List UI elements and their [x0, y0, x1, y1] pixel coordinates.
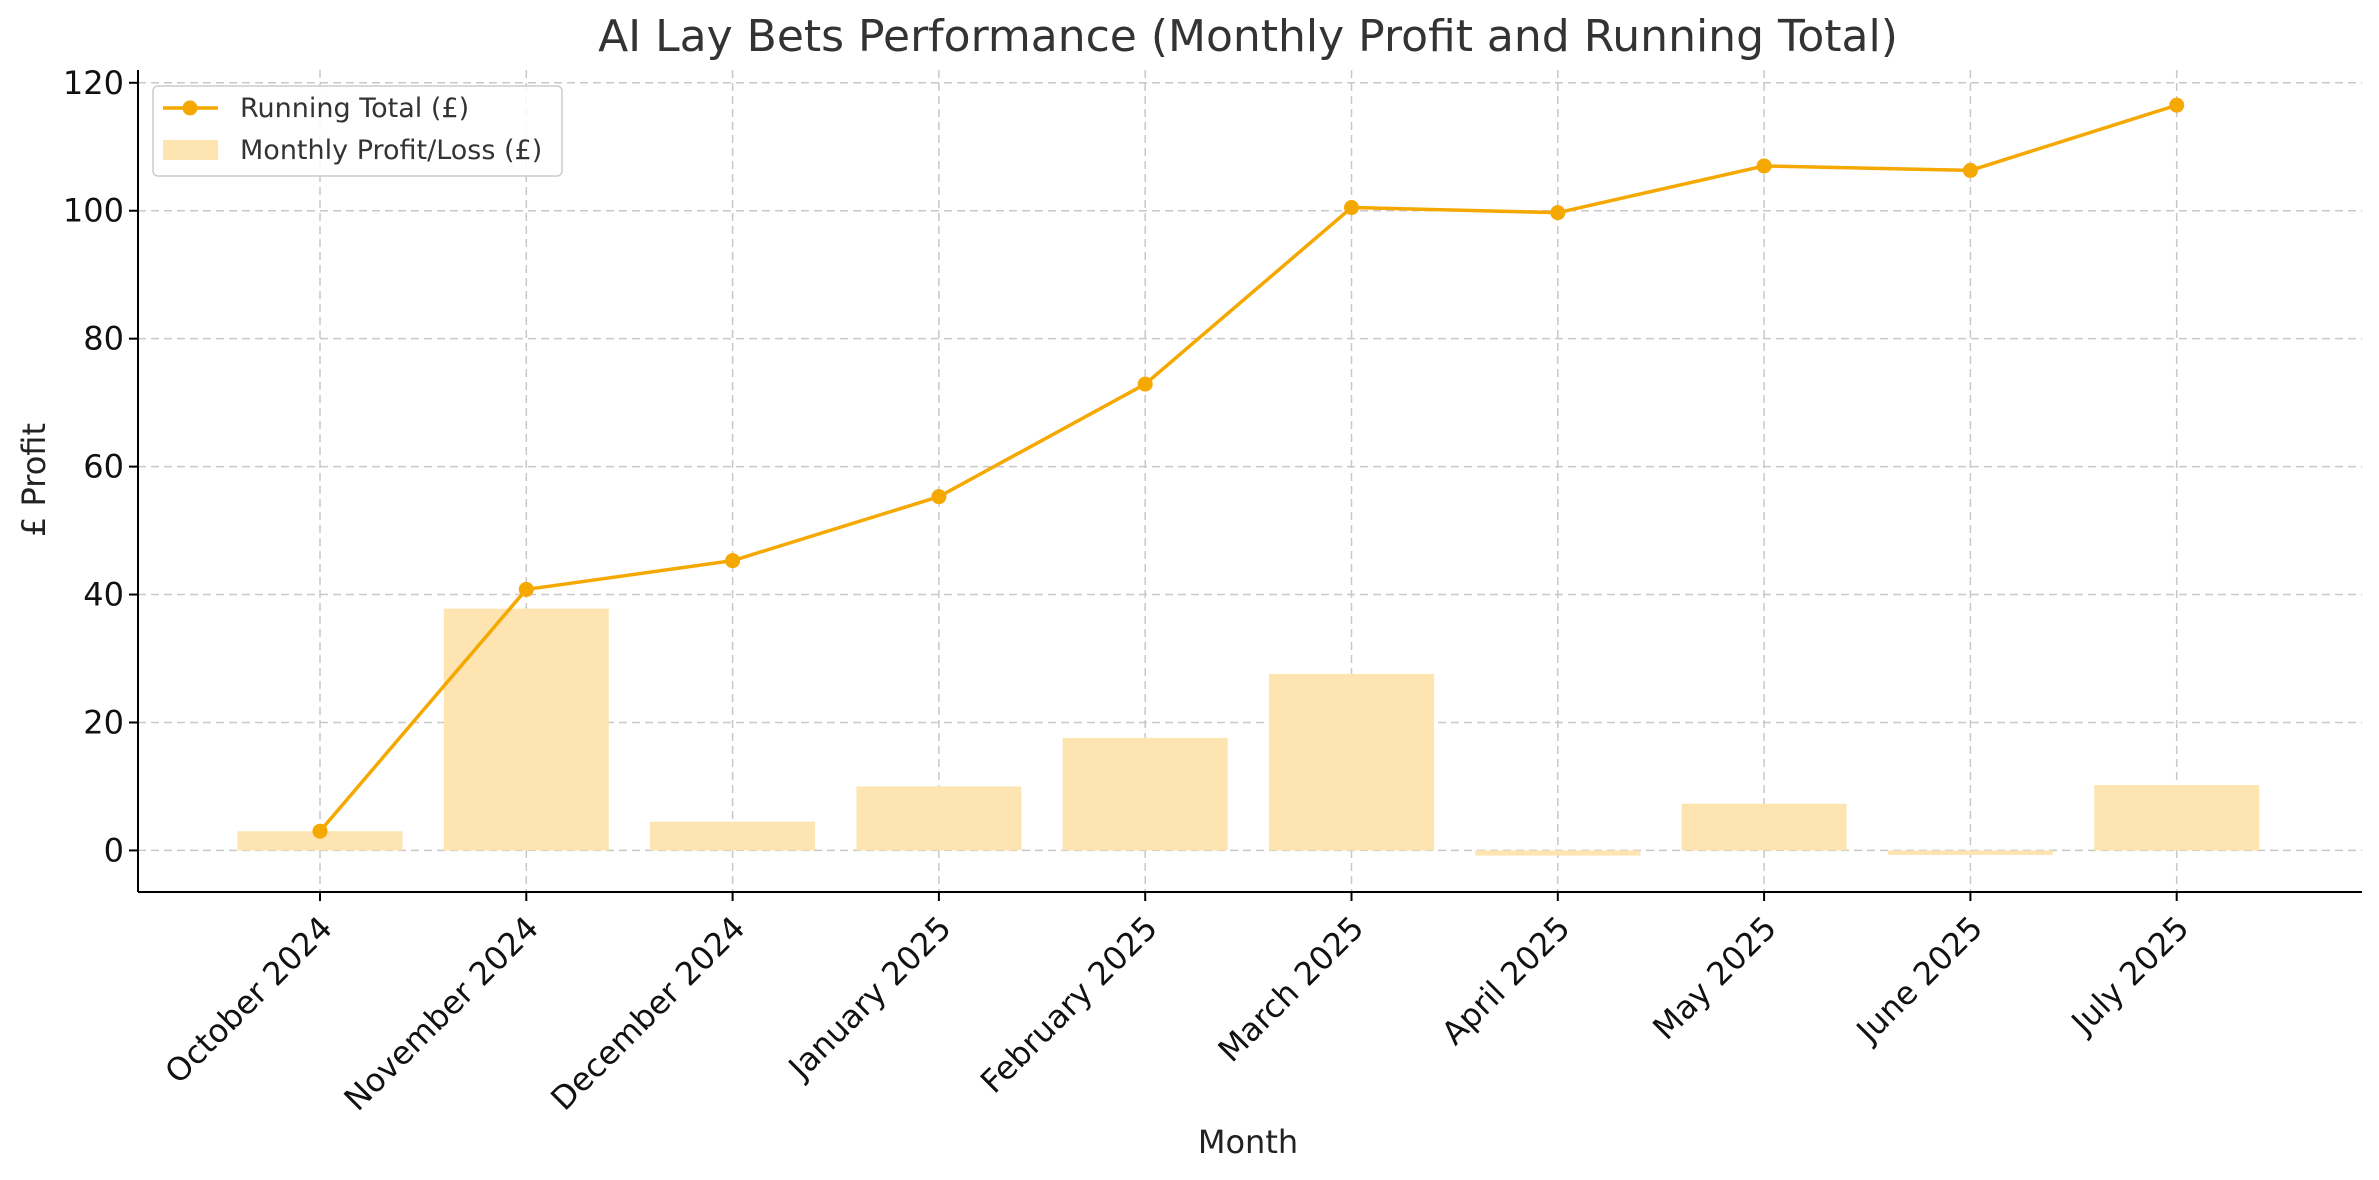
- monthly-profit-bar: [1475, 850, 1641, 856]
- monthly-profit-bar: [1887, 850, 2053, 855]
- running-total-point: [1137, 376, 1153, 392]
- y-tick-label: 0: [104, 831, 124, 869]
- y-tick-label: 100: [63, 192, 124, 230]
- x-tick-label: June 2025: [1848, 909, 1990, 1051]
- y-axis-label: £ Profit: [15, 423, 53, 537]
- x-tick-label: March 2025: [1211, 909, 1372, 1070]
- legend-bar-swatch: [163, 140, 218, 160]
- x-tick-label: February 2025: [973, 909, 1165, 1101]
- legend-line-marker: [182, 100, 198, 116]
- x-tick-label: May 2025: [1645, 909, 1783, 1047]
- y-tick-label: 80: [83, 320, 124, 358]
- y-tick-label: 120: [63, 64, 124, 102]
- running-total-point: [1756, 158, 1772, 174]
- running-total-point: [931, 489, 947, 505]
- running-total-point: [725, 553, 741, 569]
- y-tick-label: 60: [83, 448, 124, 486]
- x-tick-label: October 2024: [157, 909, 339, 1091]
- y-tick-label: 20: [83, 703, 124, 741]
- x-tick-label: April 2025: [1434, 909, 1577, 1052]
- legend-label-running-total: Running Total (£): [240, 93, 469, 124]
- running-total-point: [1550, 205, 1566, 221]
- x-tick-label: July 2025: [2063, 909, 2197, 1043]
- legend: Running Total (£) Monthly Profit/Loss (£…: [152, 85, 563, 177]
- monthly-profit-bar: [1681, 803, 1847, 851]
- monthly-profit-bar: [1269, 673, 1434, 851]
- monthly-profit-bar: [856, 786, 1022, 851]
- monthly-profit-bar: [650, 821, 816, 851]
- x-tick-label: January 2025: [780, 909, 959, 1088]
- running-total-point: [518, 581, 534, 597]
- x-axis-label: Month: [1198, 1123, 1298, 1161]
- legend-frame: [152, 85, 563, 177]
- bars-layer: [237, 608, 2260, 856]
- monthly-profit-bar: [237, 831, 403, 851]
- running-total-point: [2169, 97, 2185, 113]
- monthly-profit-bar: [1062, 737, 1228, 851]
- x-tick-label: November 2024: [337, 909, 546, 1118]
- running-total-point: [1344, 200, 1359, 216]
- running-total-point: [312, 823, 328, 839]
- monthly-profit-bar: [2094, 785, 2260, 851]
- line-layer: [312, 97, 2185, 839]
- y-tick-label: 40: [83, 576, 124, 614]
- running-total-line: [318, 103, 2178, 833]
- running-total-point: [1962, 162, 1978, 178]
- monthly-profit-bar: [443, 608, 609, 851]
- legend-label-monthly-profit: Monthly Profit/Loss (£): [240, 135, 542, 166]
- x-tick-label: December 2024: [543, 909, 752, 1118]
- chart-title: AI Lay Bets Performance (Monthly Profit …: [598, 11, 1898, 62]
